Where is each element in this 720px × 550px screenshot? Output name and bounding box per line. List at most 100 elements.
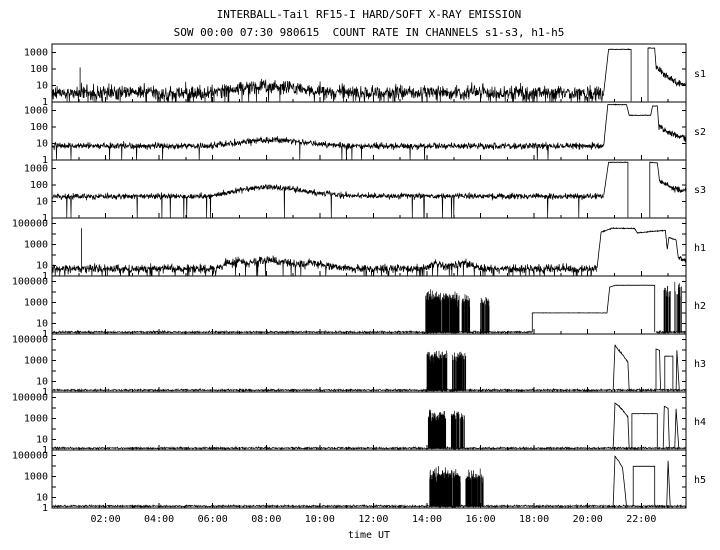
tail-h2: [531, 284, 656, 333]
tail-h5: [666, 460, 671, 507]
channel-label-h3: h3: [694, 359, 706, 370]
ytick-h4-1000: 1000: [24, 413, 48, 424]
ytick-s2-100: 100: [30, 122, 48, 133]
ytick-h3-1: 1: [42, 387, 48, 398]
panel-h3: 110 1000 100000 h3: [12, 333, 706, 398]
x-axis: 02:00 04:00 06:00 08:00 10:00 12:00 14:00 16:00…: [91, 514, 657, 541]
xtick-18:00: 18:00: [519, 514, 549, 525]
panel-s3: 1 10 100 1000 s3: [24, 159, 706, 224]
xtick-08:00: 08:00: [251, 514, 281, 525]
tail-h3: [612, 344, 630, 391]
tail-s3: [649, 161, 660, 218]
ytick-h2-1000: 1000: [24, 297, 48, 308]
ytick-h5-1000: 1000: [24, 471, 48, 482]
xtick-20:00: 20:00: [573, 514, 603, 525]
xtick-04:00: 04:00: [144, 514, 174, 525]
burst-h5: [429, 466, 461, 507]
tail-s3: [603, 161, 629, 218]
ytick-h5-100000: 100000: [12, 450, 48, 461]
tail-h5: [632, 465, 656, 507]
ytick-s2-10: 10: [36, 138, 48, 149]
panel-h5: 110 1000 100000 h5: [12, 449, 706, 514]
panel-h2: 110 1000 100000 h2: [12, 275, 706, 340]
panel-h1: 110 1000 100000 h1: [12, 217, 706, 282]
trace-h1: [51, 255, 598, 277]
burst-h2: [674, 282, 682, 333]
ytick-h4-100000: 100000: [12, 392, 48, 403]
ytick-s3-100: 100: [30, 180, 48, 191]
ytick-s1-100: 100: [30, 64, 48, 75]
ytick-h4-1: 1: [42, 445, 48, 456]
xtick-12:00: 12:00: [358, 514, 388, 525]
tail-s1: [647, 47, 657, 102]
ytick-s2-1: 1: [42, 155, 48, 166]
burst-h4: [450, 410, 465, 449]
ytick-h4-10: 10: [36, 434, 48, 445]
channel-label-h4: h4: [694, 417, 706, 428]
xtick-22:00: 22:00: [626, 514, 656, 525]
tail-s3: [659, 179, 687, 193]
trace-h5: [51, 503, 687, 509]
ytick-h1-10: 10: [36, 260, 48, 271]
panel-s2: 1 10 100 1000 s2: [24, 101, 706, 166]
trace-h2: [51, 329, 533, 335]
panel-h4: 110 1000 100000 h4: [12, 391, 706, 456]
trace-s1: [51, 78, 604, 103]
burst-h2: [480, 297, 490, 333]
ytick-s1-10: 10: [36, 80, 48, 91]
channel-label-s2: s2: [694, 127, 706, 138]
tail-h4: [674, 408, 680, 449]
ytick-h3-1000: 1000: [24, 355, 48, 366]
channel-label-h1: h1: [694, 243, 706, 254]
ytick-h1-1: 1: [42, 271, 48, 282]
xtick-06:00: 06:00: [198, 514, 228, 525]
ytick-h2-100000: 100000: [12, 276, 48, 287]
ytick-h1-1000: 1000: [24, 239, 48, 250]
tail-h1: [596, 226, 679, 268]
ytick-s2-1000: 1000: [24, 105, 48, 116]
trace-s3: [51, 184, 604, 219]
tail-s1: [655, 65, 687, 87]
ytick-h5-10: 10: [36, 492, 48, 503]
channel-label-s1: s1: [694, 69, 706, 80]
tail-h4: [631, 413, 658, 449]
xtick-02:00: 02:00: [91, 514, 121, 525]
tail-h3: [664, 355, 674, 391]
tail-s1: [603, 48, 632, 102]
x-axis-title: time UT: [348, 530, 390, 541]
tail-s2: [603, 103, 660, 146]
ytick-s3-1: 1: [42, 213, 48, 224]
tail-s2: [658, 124, 687, 142]
burst-h3: [452, 351, 467, 391]
panel-s1: 1 10 100 1000 s1: [24, 43, 706, 108]
burst-h3: [426, 350, 448, 391]
xtick-16:00: 16:00: [466, 514, 496, 525]
figure-title: INTERBALL-Tail RF15-I HARD/SOFT X-RAY EM…: [216, 8, 522, 21]
ytick-s3-1000: 1000: [24, 163, 48, 174]
ytick-h3-100000: 100000: [12, 334, 48, 345]
tail-h3: [655, 348, 661, 391]
figure-subtitle: SOW 00:00 07:30 980615 COUNT RATE IN CHA…: [173, 26, 565, 39]
ytick-h2-1: 1: [42, 329, 48, 340]
tail-h4: [662, 405, 670, 449]
channel-label-s3: s3: [694, 185, 706, 196]
burst-h2: [663, 285, 671, 333]
burst-h2: [425, 289, 460, 333]
channel-label-h2: h2: [694, 301, 706, 312]
tail-h3: [675, 350, 680, 391]
trace-h4: [51, 445, 686, 451]
ytick-s3-10: 10: [36, 196, 48, 207]
burst-h5: [465, 468, 484, 507]
ytick-h2-10: 10: [36, 318, 48, 329]
tail-h5: [612, 455, 627, 507]
ytick-h3-10: 10: [36, 376, 48, 387]
trace-s2: [51, 136, 604, 160]
ytick-h1-100000: 100000: [12, 218, 48, 229]
trace-h2: [655, 329, 687, 335]
tail-h1: [677, 255, 687, 264]
xtick-10:00: 10:00: [305, 514, 335, 525]
burst-h2: [461, 294, 471, 333]
ytick-s1-1: 1: [42, 97, 48, 108]
